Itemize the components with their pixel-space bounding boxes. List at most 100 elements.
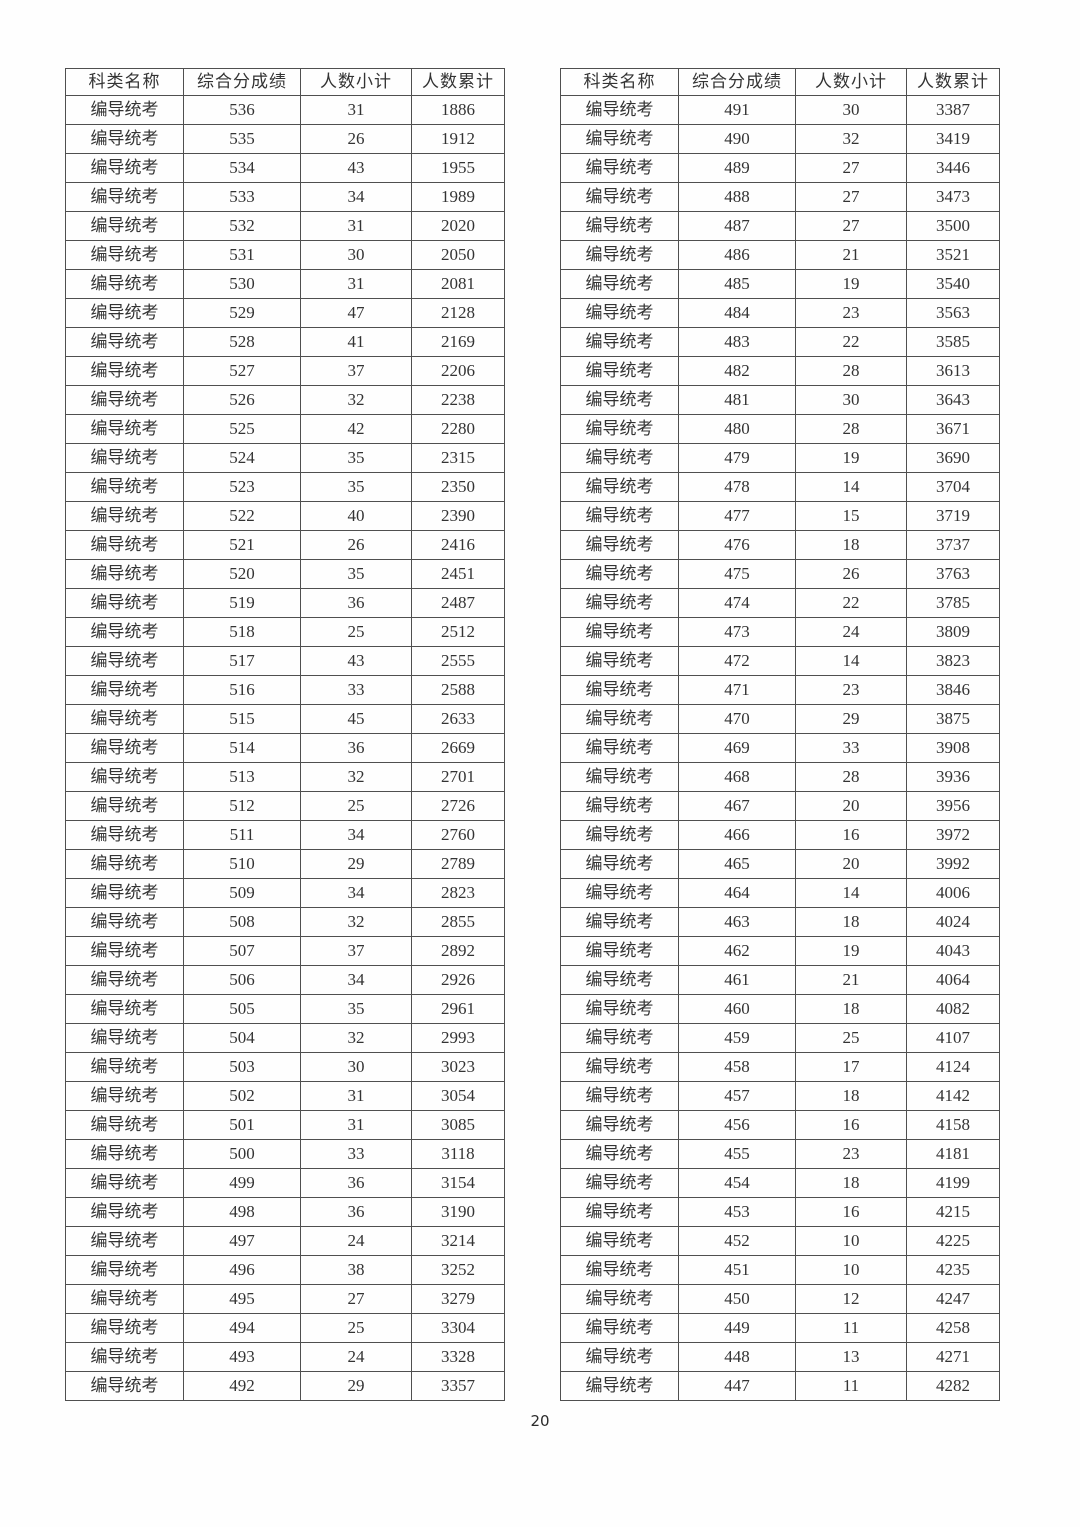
table-cell: 15 (795, 501, 907, 531)
table-cell: 3613 (906, 356, 1000, 386)
table-cell: 502 (183, 1081, 301, 1111)
table-cell: 编导统考 (65, 1023, 184, 1053)
table-cell: 467 (678, 791, 796, 821)
table-cell: 编导统考 (65, 704, 184, 734)
table-row: 编导统考 494 25 3304 (65, 1313, 505, 1343)
table-row: 编导统考 518 25 2512 (65, 617, 505, 647)
table-cell: 编导统考 (560, 1313, 679, 1343)
table-cell: 3809 (906, 617, 1000, 647)
table-row: 编导统考 485 19 3540 (560, 269, 1000, 299)
table-cell: 16 (795, 820, 907, 850)
table-cell: 462 (678, 936, 796, 966)
table-cell: 3023 (411, 1052, 505, 1082)
table-cell: 2892 (411, 936, 505, 966)
table-cell: 编导统考 (65, 1081, 184, 1111)
table-row: 编导统考 450 12 4247 (560, 1284, 1000, 1314)
table-cell: 503 (183, 1052, 301, 1082)
table-cell: 3643 (906, 385, 1000, 415)
table-cell: 491 (678, 95, 796, 125)
table-row: 编导统考 473 24 3809 (560, 617, 1000, 647)
table-cell: 38 (300, 1255, 412, 1285)
table-cell: 2487 (411, 588, 505, 618)
table-row: 编导统考 451 10 4235 (560, 1255, 1000, 1285)
table-cell: 28 (795, 356, 907, 386)
table-cell: 24 (300, 1226, 412, 1256)
table-cell: 33 (300, 1139, 412, 1169)
table-cell: 2451 (411, 559, 505, 589)
table-cell: 4225 (906, 1226, 1000, 1256)
table-cell: 3875 (906, 704, 1000, 734)
table-cell: 28 (795, 414, 907, 444)
table-row: 编导统考 505 35 2961 (65, 994, 505, 1024)
table-row: 编导统考 534 43 1955 (65, 153, 505, 183)
table-row: 编导统考 449 11 4258 (560, 1313, 1000, 1343)
table-row: 编导统考 531 30 2050 (65, 240, 505, 270)
table-cell: 454 (678, 1168, 796, 1198)
table-cell: 编导统考 (560, 414, 679, 444)
table-cell: 461 (678, 965, 796, 995)
table-cell: 16 (795, 1197, 907, 1227)
table-cell: 37 (300, 356, 412, 386)
table-cell: 3446 (906, 153, 1000, 183)
table-cell: 编导统考 (560, 733, 679, 763)
table-cell: 34 (300, 878, 412, 908)
table-cell: 21 (795, 965, 907, 995)
table-row: 编导统考 467 20 3956 (560, 791, 1000, 821)
table-row: 编导统考 528 41 2169 (65, 327, 505, 357)
table-cell: 3763 (906, 559, 1000, 589)
table-cell: 编导统考 (65, 1371, 184, 1401)
table-cell: 18 (795, 530, 907, 560)
table-cell: 4258 (906, 1313, 1000, 1343)
table-row: 编导统考 498 36 3190 (65, 1197, 505, 1227)
table-cell: 516 (183, 675, 301, 705)
table-cell: 489 (678, 153, 796, 183)
table-cell: 23 (795, 675, 907, 705)
table-row: 编导统考 447 11 4282 (560, 1371, 1000, 1401)
table-cell: 编导统考 (65, 762, 184, 792)
table-cell: 3563 (906, 298, 1000, 328)
table-cell: 编导统考 (560, 182, 679, 212)
column-header: 科类名称 (65, 68, 184, 96)
table-cell: 编导统考 (65, 269, 184, 299)
table-cell: 496 (183, 1255, 301, 1285)
table-cell: 24 (300, 1342, 412, 1372)
table-cell: 478 (678, 472, 796, 502)
table-row: 编导统考 479 19 3690 (560, 443, 1000, 473)
table-cell: 编导统考 (560, 1342, 679, 1372)
table-cell: 编导统考 (560, 1284, 679, 1314)
table-cell: 1989 (411, 182, 505, 212)
table-cell: 2855 (411, 907, 505, 937)
table-cell: 34 (300, 820, 412, 850)
table-row: 编导统考 457 18 4142 (560, 1081, 1000, 1111)
table-cell: 2020 (411, 211, 505, 241)
table-cell: 3500 (906, 211, 1000, 241)
table-cell: 504 (183, 1023, 301, 1053)
table-cell: 506 (183, 965, 301, 995)
table-cell: 35 (300, 472, 412, 502)
table-cell: 32 (795, 124, 907, 154)
table-cell: 14 (795, 646, 907, 676)
table-cell: 459 (678, 1023, 796, 1053)
column-header: 综合分成绩 (678, 68, 796, 96)
table-cell: 500 (183, 1139, 301, 1169)
table-cell: 编导统考 (65, 733, 184, 763)
column-header: 人数累计 (906, 68, 1000, 96)
table-cell: 457 (678, 1081, 796, 1111)
table-cell: 468 (678, 762, 796, 792)
table-cell: 27 (300, 1284, 412, 1314)
table-row: 编导统考 532 31 2020 (65, 211, 505, 241)
table-cell: 编导统考 (65, 617, 184, 647)
table-cell: 3992 (906, 849, 1000, 879)
table-cell: 3085 (411, 1110, 505, 1140)
table-row: 编导统考 462 19 4043 (560, 936, 1000, 966)
table-cell: 编导统考 (560, 965, 679, 995)
table-cell: 4006 (906, 878, 1000, 908)
table-cell: 编导统考 (65, 646, 184, 676)
table-cell: 29 (300, 1371, 412, 1401)
table-cell: 515 (183, 704, 301, 734)
table-row: 编导统考 520 35 2451 (65, 559, 505, 589)
table-cell: 编导统考 (560, 356, 679, 386)
table-cell: 4282 (906, 1371, 1000, 1401)
table-cell: 编导统考 (65, 182, 184, 212)
table-row: 编导统考 526 32 2238 (65, 385, 505, 415)
